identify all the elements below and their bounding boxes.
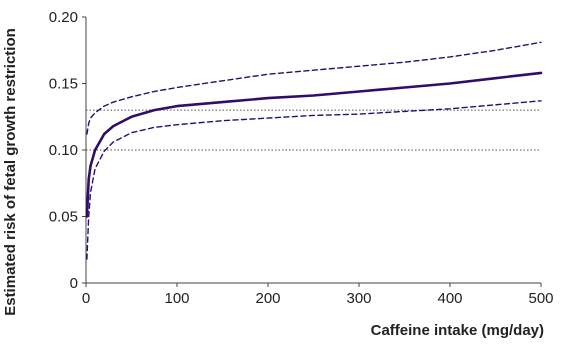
confidence-limit-line: [86, 41, 542, 135]
x-tick-label: 300: [346, 290, 371, 307]
y-tick-label: 0.10: [49, 142, 78, 159]
x-tick-label: 400: [437, 290, 462, 307]
y-tick-label: 0.05: [49, 209, 78, 226]
x-tick-label: 100: [164, 290, 189, 307]
x-tick-label: 0: [82, 290, 90, 307]
reference-lines: [86, 109, 541, 151]
y-tick-label: 0: [70, 275, 78, 292]
confidence-limit-line: [86, 100, 542, 260]
x-axis-title: Caffeine intake (mg/day): [371, 322, 544, 339]
axes: [82, 16, 542, 287]
x-tick-label: 200: [255, 290, 280, 307]
estimate-line: [85, 71, 543, 218]
series-group: [85, 41, 543, 260]
y-tick-label: 0.20: [49, 9, 78, 26]
x-tick-label: 500: [528, 290, 553, 307]
tick-labels: 0 0.05 0.10 0.15 0.20 0 100 200 300 400 500: [49, 9, 554, 307]
y-axis-title: Estimated risk of fetal growth restricti…: [2, 28, 19, 316]
y-tick-label: 0.15: [49, 76, 78, 93]
